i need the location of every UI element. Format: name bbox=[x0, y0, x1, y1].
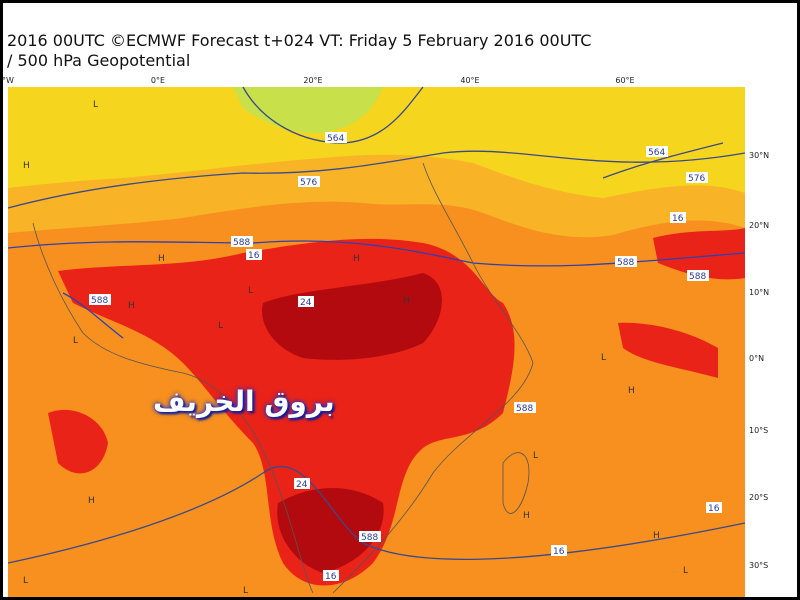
contour-line bbox=[7, 240, 746, 267]
field-dark-red bbox=[262, 273, 442, 360]
coastline bbox=[502, 452, 530, 514]
contour-label-bg bbox=[231, 236, 253, 247]
contour-label-bg bbox=[325, 132, 347, 143]
lat-label: 30°N bbox=[749, 151, 769, 160]
contour-label: 588 bbox=[361, 533, 378, 543]
pressure-mark: H bbox=[128, 301, 135, 311]
map-fields bbox=[8, 87, 745, 597]
pressure-mark: H bbox=[628, 386, 635, 396]
coastline bbox=[332, 162, 534, 594]
coastline bbox=[32, 222, 314, 594]
lat-label: 10°S bbox=[749, 426, 768, 435]
lon-label: 60°E bbox=[615, 76, 634, 85]
map: °W 0°E 20°E 40°E 60°E 30°N 20°N 10°N 0°N 10°S 20°S… bbox=[3, 76, 769, 597]
contour-label: 588 bbox=[689, 272, 706, 282]
pressure-mark: L bbox=[23, 576, 28, 586]
coastlines bbox=[32, 162, 534, 594]
map-frame: 2016 00UTC ©ECMWF Forecast t+024 VT: Fri… bbox=[3, 3, 797, 597]
pressure-mark: H bbox=[403, 296, 410, 306]
contour-label: 24 bbox=[300, 298, 312, 308]
pressure-mark: L bbox=[683, 566, 688, 576]
contour-label: 16 bbox=[708, 504, 720, 514]
contour-label: 588 bbox=[617, 258, 634, 268]
field-red bbox=[653, 228, 745, 280]
contour-label: 564 bbox=[648, 148, 665, 158]
field-red bbox=[618, 322, 718, 378]
lon-label: 20°E bbox=[303, 76, 322, 85]
contour-label-bg bbox=[551, 545, 567, 556]
contour-label-bg bbox=[294, 478, 310, 489]
field-red bbox=[48, 409, 108, 474]
lon-label: 40°E bbox=[460, 76, 479, 85]
header-line: 2016 00UTC ©ECMWF Forecast t+024 VT: Fri… bbox=[7, 31, 592, 50]
contour-label-bg bbox=[687, 270, 709, 281]
pressure-mark: H bbox=[653, 531, 660, 541]
header-line: / 500 hPa Geopotential bbox=[7, 51, 191, 70]
contour-label-bg bbox=[89, 294, 111, 305]
field-yellow bbox=[8, 87, 745, 198]
lon-label: 0°E bbox=[151, 76, 165, 85]
contour-label-bg bbox=[686, 172, 708, 183]
lat-label: 30°S bbox=[749, 561, 768, 570]
pressure-mark: H bbox=[23, 161, 30, 171]
watermark: بروق الخريف bbox=[153, 385, 335, 418]
contour-label: 24 bbox=[296, 480, 308, 490]
pressure-mark: L bbox=[601, 353, 606, 363]
contour-label: 588 bbox=[91, 296, 108, 306]
contour-label-bg bbox=[298, 296, 314, 307]
contour-label-bg bbox=[646, 146, 668, 157]
contour-line bbox=[7, 150, 746, 209]
lat-label: 20°N bbox=[749, 221, 769, 230]
contour-label-bg bbox=[514, 402, 536, 413]
contour-label: 16 bbox=[553, 547, 565, 557]
pressure-mark: L bbox=[93, 100, 98, 110]
pressure-mark: H bbox=[158, 254, 165, 264]
contour-line bbox=[602, 142, 724, 179]
contour-label-bg bbox=[670, 212, 686, 223]
contour-label-bg bbox=[615, 256, 637, 267]
field-green bbox=[233, 87, 383, 134]
contour-label: 576 bbox=[300, 178, 317, 188]
lat-label: 0°N bbox=[749, 354, 764, 363]
lon-label: °W bbox=[3, 76, 14, 85]
pressure-mark: L bbox=[73, 336, 78, 346]
contour-label: 576 bbox=[688, 174, 705, 184]
contour-label-bg bbox=[359, 531, 381, 542]
contour-label: 588 bbox=[233, 238, 250, 248]
lat-label: 10°N bbox=[749, 288, 769, 297]
contour-line bbox=[62, 292, 124, 339]
contour-label: 588 bbox=[516, 404, 533, 414]
contour-label: 16 bbox=[248, 251, 260, 261]
contour-label-bg bbox=[298, 176, 320, 187]
lat-label: 20°S bbox=[749, 493, 768, 502]
pressure-mark: L bbox=[533, 451, 538, 461]
contour-label-bg bbox=[323, 570, 339, 581]
pressure-mark: H bbox=[88, 496, 95, 506]
contour-label: 16 bbox=[325, 572, 337, 582]
contour-label: 16 bbox=[672, 214, 684, 224]
pressure-mark: L bbox=[218, 321, 223, 331]
pressure-mark: L bbox=[243, 586, 248, 596]
field-dark-red bbox=[277, 488, 384, 573]
contour-label-bg bbox=[706, 502, 722, 513]
pressure-mark: H bbox=[353, 254, 360, 264]
contour-label-bg bbox=[246, 249, 262, 260]
contour-line bbox=[7, 465, 746, 564]
pressure-mark: L bbox=[248, 286, 253, 296]
pressure-mark: H bbox=[523, 511, 530, 521]
contour-label: 564 bbox=[327, 134, 344, 144]
